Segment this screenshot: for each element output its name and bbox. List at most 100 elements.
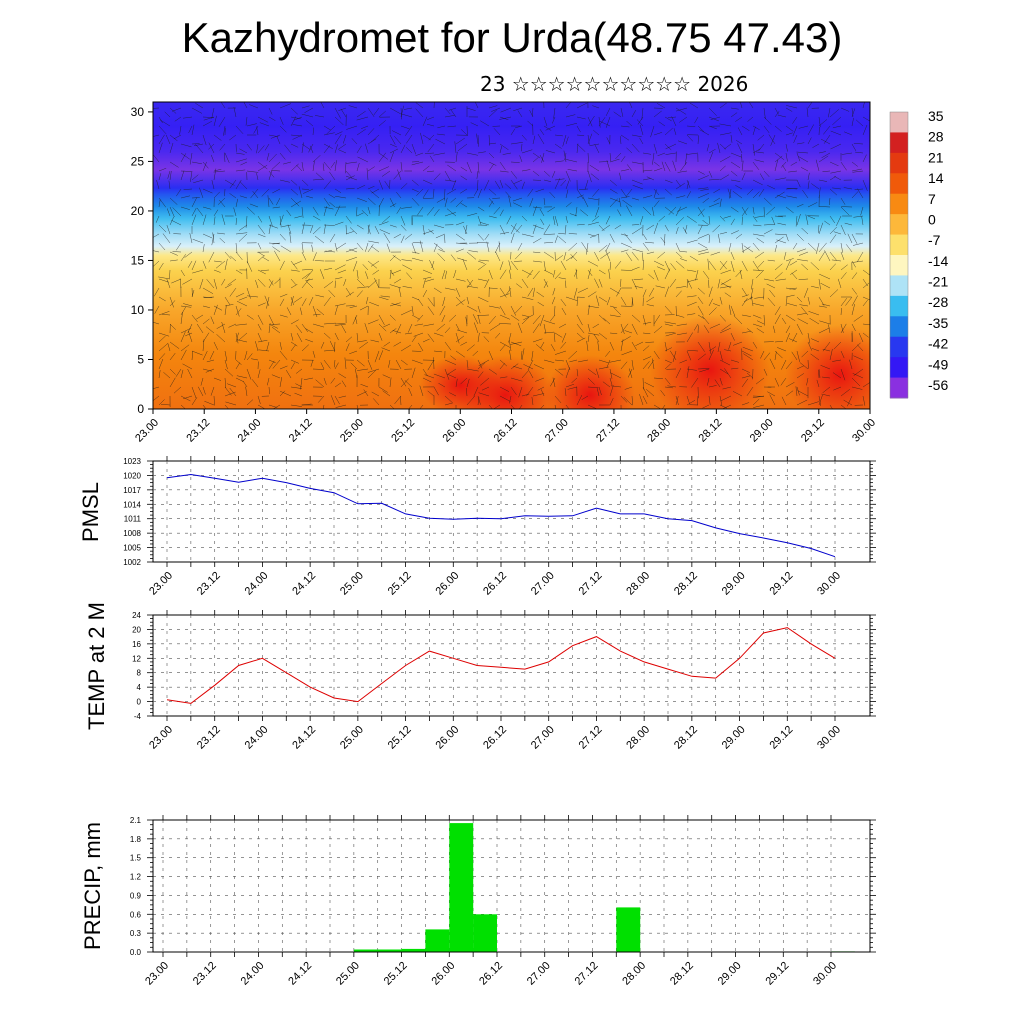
- wind-vector: [350, 362, 358, 370]
- wind-vector: [851, 342, 861, 352]
- heatmap-xtick-label: 27.12: [594, 417, 622, 445]
- wind-vector: [576, 314, 583, 326]
- colorbar-swatch: [890, 357, 908, 379]
- wind-vector: [543, 125, 552, 131]
- heatmap-xtick-label: 26.12: [492, 417, 520, 445]
- wind-vector: [438, 382, 446, 388]
- wind-vector: [646, 224, 655, 231]
- wind-vector: [408, 387, 413, 397]
- wind-vector: [279, 116, 284, 125]
- wind-vector: [771, 216, 776, 226]
- wind-vector: [499, 305, 506, 316]
- wind-vector: [702, 270, 710, 280]
- wind-vector: [191, 207, 197, 217]
- wind-vector: [320, 102, 325, 109]
- wind-vector: [774, 177, 787, 181]
- wind-vector: [818, 179, 828, 182]
- wind-vector: [301, 273, 310, 280]
- ytick-label: 0.0: [130, 948, 142, 957]
- wind-vector: [782, 164, 787, 172]
- wind-vector: [172, 107, 182, 112]
- wind-vector: [253, 125, 259, 134]
- wind-vector: [537, 386, 545, 391]
- colorbar-swatch: [890, 336, 908, 358]
- wind-vector: [798, 278, 809, 280]
- wind-vector: [389, 377, 392, 388]
- ytick-label: 0.6: [130, 910, 142, 919]
- wind-vector: [796, 213, 801, 226]
- wind-vector: [532, 287, 535, 298]
- wind-vector: [183, 188, 193, 190]
- wind-vector: [389, 143, 398, 148]
- wind-vector: [252, 190, 259, 199]
- xtick-label: 29.00: [720, 570, 748, 598]
- wind-vector: [758, 143, 765, 152]
- wind-vector: [506, 287, 512, 295]
- wind-vector: [394, 395, 402, 405]
- wind-vector: [746, 188, 754, 195]
- wind-vector: [180, 305, 192, 308]
- xtick-label: 25.00: [338, 724, 366, 752]
- wind-vector: [510, 179, 518, 190]
- wind-vector: [318, 395, 325, 403]
- wind-vector: [219, 237, 226, 244]
- wind-vector: [609, 314, 621, 318]
- wind-vector: [554, 404, 557, 409]
- wind-vector: [708, 234, 711, 244]
- wind-vector: [169, 368, 176, 375]
- xtick-label: 26.00: [429, 960, 457, 988]
- wind-vector: [576, 143, 586, 152]
- wind-vector: [499, 179, 504, 188]
- wind-vector: [628, 368, 633, 379]
- wind-vector: [477, 314, 490, 316]
- wind-vector: [807, 401, 819, 406]
- wind-vector: [488, 269, 493, 280]
- wind-vector: [202, 120, 213, 127]
- wind-vector: [345, 287, 352, 296]
- wind-vector: [169, 197, 178, 205]
- wind-vector: [251, 358, 259, 361]
- wind-vector: [477, 359, 483, 369]
- wind-vector: [356, 404, 359, 409]
- wind-vector: [427, 206, 435, 216]
- wind-vector: [551, 296, 556, 305]
- wind-vector: [598, 269, 606, 275]
- wind-vector: [290, 163, 299, 172]
- wind-vector: [545, 150, 556, 154]
- wind-vector: [455, 151, 458, 163]
- colorbar-label: 7: [928, 191, 936, 207]
- wind-vector: [807, 242, 817, 252]
- wind-vector: [532, 224, 537, 235]
- wind-vector: [590, 233, 600, 238]
- colorbar-label: -56: [928, 377, 948, 393]
- wind-vector: [785, 107, 793, 112]
- temp-frame: [152, 614, 871, 717]
- wind-vector: [392, 330, 402, 334]
- heatmap-ytick-label: 5: [137, 352, 144, 366]
- wind-vector: [267, 195, 270, 208]
- wind-vector: [565, 383, 575, 388]
- wind-vector: [483, 336, 490, 343]
- wind-vector: [606, 296, 611, 306]
- wind-vector: [829, 263, 836, 271]
- wind-vector: [862, 299, 868, 307]
- wind-vector: [644, 241, 655, 244]
- wind-vector: [505, 191, 512, 199]
- wind-vector: [631, 323, 638, 335]
- wind-vector: [620, 188, 628, 198]
- wind-vector: [235, 251, 243, 261]
- wind-vectors: [153, 102, 870, 409]
- wind-vector: [785, 260, 791, 271]
- wind-vector: [702, 315, 710, 325]
- wind-vector: [708, 260, 717, 271]
- wind-vector: [776, 194, 787, 199]
- wind-vector: [707, 377, 710, 386]
- wind-vector: [255, 341, 259, 352]
- wind-vector: [539, 129, 545, 136]
- wind-vector: [191, 197, 198, 208]
- wind-vector: [171, 278, 182, 284]
- wind-vector: [370, 260, 380, 267]
- wind-vector: [488, 404, 493, 409]
- wind-vector: [661, 161, 666, 172]
- wind-vector: [828, 324, 831, 334]
